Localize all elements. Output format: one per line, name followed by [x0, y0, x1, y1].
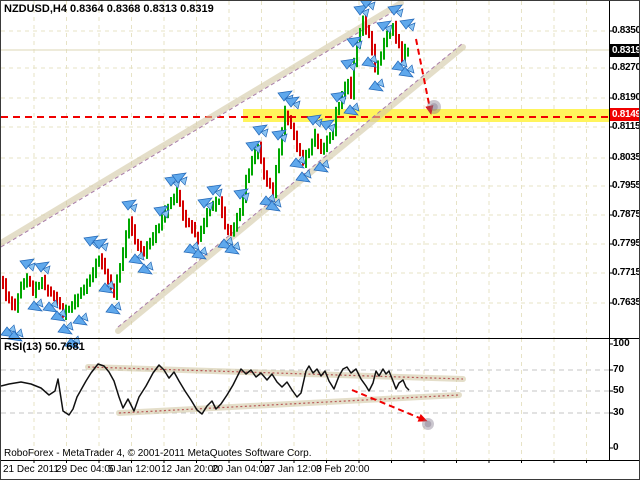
time-tick-label: 12 Jan 20:00 [161, 464, 219, 475]
signal-zone-band [243, 109, 609, 122]
price-tick-label: 0.8115 [612, 121, 640, 132]
fractal-down-icon [313, 159, 330, 173]
price-tick-label: 0.8190 [612, 92, 640, 103]
fractal-down-icon [361, 54, 378, 68]
fractal-down-icon [183, 241, 200, 255]
rsi-tick-label: 100 [613, 338, 630, 349]
rsi-tick-label: 30 [613, 407, 625, 418]
time-tick-label: 27 Jan 12:00 [264, 464, 322, 475]
fractal-down-icon [289, 155, 306, 169]
copyright-text: RoboForex - MetaTrader 4, © 2001-2011 Me… [4, 448, 312, 459]
rsi-indicator-label: RSI(13) 50.7681 [4, 341, 85, 353]
rsi-tick-label: 70 [613, 364, 625, 375]
fractal-up-icon [121, 199, 138, 213]
fractal-up-icon [330, 91, 347, 105]
rsi-tick-label: 0 [613, 442, 619, 453]
time-tick-label: 29 Dec 04:00 [56, 464, 116, 475]
fractal-up-icon [306, 114, 323, 128]
fractal-down-icon [343, 102, 360, 116]
time-tick-label: 21 Dec 2011 [3, 464, 59, 475]
fractal-down-icon [42, 299, 59, 313]
fractal-down-icon [72, 312, 89, 326]
fractal-up-icon [399, 18, 416, 32]
fractal-down-icon [368, 78, 385, 92]
time-tick-label: 3 Feb 20:00 [316, 464, 370, 475]
fractal-up-icon [245, 140, 262, 154]
price-tick-label: 0.7795 [612, 238, 640, 249]
forecast-arrowhead [425, 105, 434, 115]
fractal-up-icon [19, 258, 36, 272]
fractal-up-icon [271, 129, 288, 143]
forecast-arrowhead [417, 414, 428, 422]
current-price-label: 0.8319 [610, 43, 640, 57]
fractal-down-icon [50, 308, 67, 322]
price-tick-label: 0.8350 [612, 25, 640, 36]
fractal-down-icon [105, 301, 122, 315]
time-tick-label: 5 Jan 12:00 [108, 464, 161, 475]
price-tick-label: 0.7715 [612, 267, 640, 278]
fractal-down-icon [391, 58, 408, 72]
fractal-down-icon [224, 241, 241, 255]
fractal-up-icon [353, 4, 370, 18]
fractal-down-icon [98, 280, 115, 294]
signal-price-label: 0.8149 [610, 107, 640, 121]
rsi-tick-label: 50 [613, 385, 625, 396]
fractal-down-icon [217, 236, 234, 250]
price-tick-label: 0.7955 [612, 180, 640, 191]
fractal-up-icon [197, 197, 214, 211]
fractal-down-icon [295, 169, 312, 183]
price-tick-label: 0.8035 [612, 152, 640, 163]
fractal-down-icon [191, 246, 208, 260]
fractal-down-icon [27, 298, 44, 312]
fractal-up-icon [206, 184, 223, 198]
chart-title-ohlc: NZDUSD,H4 0.8364 0.8368 0.8313 0.8319 [4, 3, 214, 15]
fractal-up-icon [233, 188, 250, 202]
fractal-up-icon [252, 124, 269, 138]
fractal-down-icon [398, 64, 415, 78]
fractal-up-icon [376, 20, 393, 34]
fractal-up-icon [346, 36, 363, 50]
fractal-down-icon [137, 261, 154, 275]
fractal-up-icon [319, 119, 336, 133]
fractal-down-icon [128, 251, 145, 265]
fractal-up-icon [360, 1, 376, 11]
rsi-line [1, 363, 410, 416]
fractal-up-icon [387, 4, 404, 18]
price-tick-label: 0.7635 [612, 297, 640, 308]
fractal-up-icon [284, 96, 301, 110]
fractal-down-icon [57, 321, 74, 335]
fractal-up-icon [34, 261, 51, 275]
fractal-down-icon [265, 198, 282, 212]
price-tick-label: 0.8270 [612, 62, 640, 73]
fractal-up-icon [340, 58, 357, 72]
price-tick-label: 0.7875 [612, 209, 640, 220]
fractal-up-icon [92, 238, 109, 252]
fractal-up-icon [153, 205, 170, 219]
fractal-up-icon [171, 172, 188, 186]
time-tick-label: 20 Jan 04:00 [212, 464, 270, 475]
